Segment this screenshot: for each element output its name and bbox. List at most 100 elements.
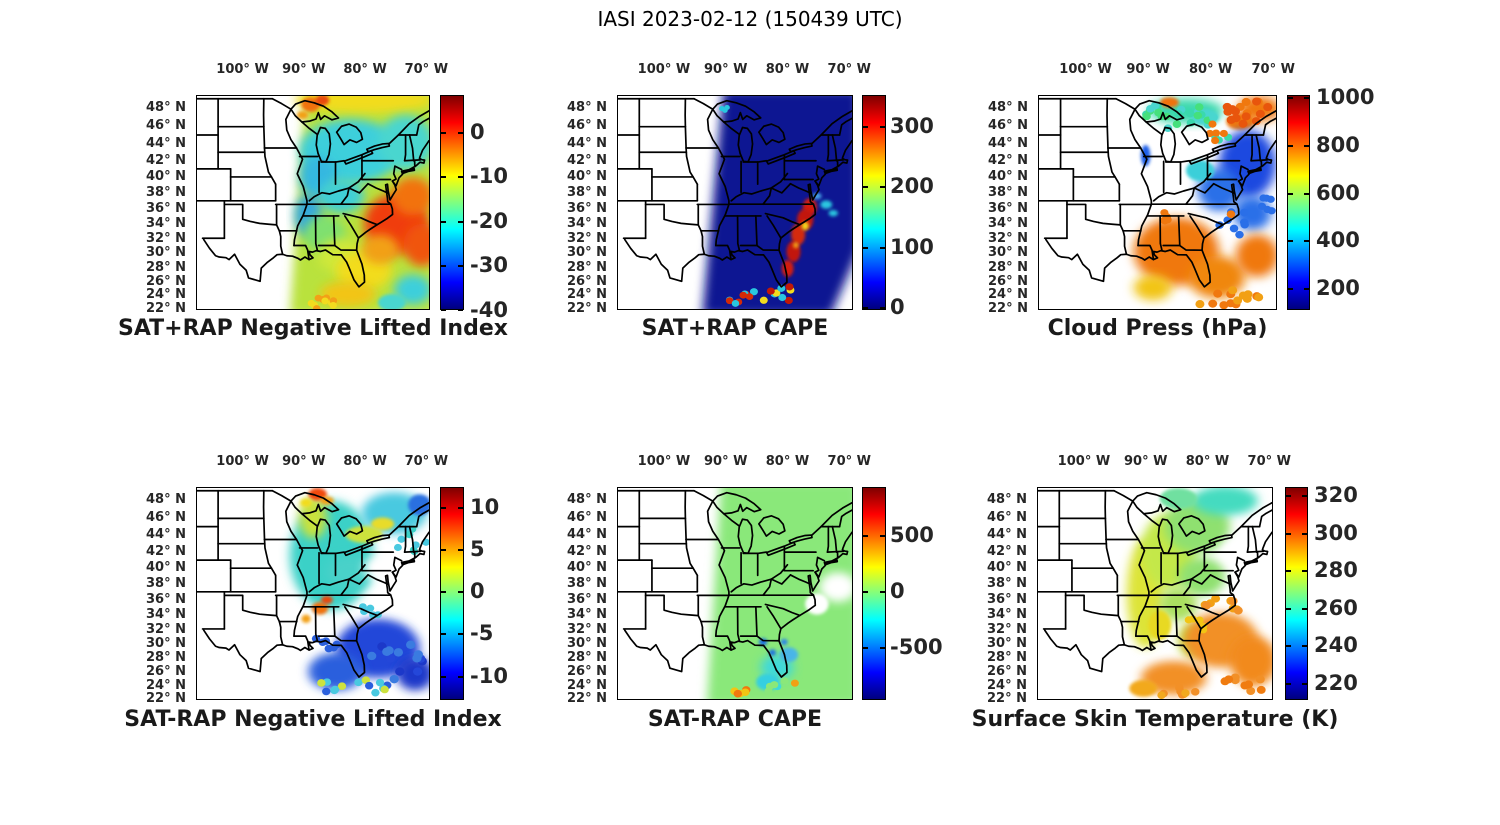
colorbar-tick-mark xyxy=(880,647,885,649)
map-plot-area xyxy=(617,95,853,310)
latitude-tick-label: 22° N xyxy=(567,300,607,316)
longitude-tick-label: 80° W xyxy=(1185,454,1230,469)
latitude-tick-label: 46° N xyxy=(567,118,607,134)
colorbar-tick-label: 0 xyxy=(470,579,485,604)
latitude-tick-label: 48° N xyxy=(567,99,607,115)
colorbar-tick-mark xyxy=(1304,97,1309,100)
basemap xyxy=(197,99,429,287)
longitude-tick-label: 80° W xyxy=(1188,62,1233,77)
map-canvas xyxy=(1039,96,1276,309)
latitude-tick-label: 36° N xyxy=(146,591,186,607)
colorbar-tick-label: 600 xyxy=(1316,180,1360,205)
colorbar-tick-label: 280 xyxy=(1314,558,1358,583)
data-layer xyxy=(702,96,852,309)
basemap xyxy=(618,491,852,677)
colorbar xyxy=(1287,95,1310,310)
colorbar-tick-mark xyxy=(1288,288,1293,291)
latitude-tick-label: 34° N xyxy=(987,606,1027,622)
basemap xyxy=(1038,491,1272,677)
colorbar-tick-mark xyxy=(441,633,446,636)
longitude-tick-label: 100° W xyxy=(216,454,269,469)
colorbar-tick-label: -500 xyxy=(890,635,943,659)
latitude-tick-label: 22° N xyxy=(146,691,186,706)
colorbar-tick-mark xyxy=(441,220,446,223)
colorbar xyxy=(440,95,464,311)
colorbar-tick-label: 220 xyxy=(1314,670,1358,695)
map-canvas xyxy=(618,96,852,309)
latitude-tick-label: 42° N xyxy=(146,544,186,560)
colorbar-tick-mark xyxy=(441,675,446,678)
panel-title: SAT+RAP Negative Lifted Index xyxy=(118,316,508,341)
latitude-tick-label: 44° N xyxy=(567,527,607,543)
colorbar-tick-mark xyxy=(1302,532,1307,535)
longitude-tick-label: 100° W xyxy=(1059,62,1112,77)
colorbar-tick-mark xyxy=(458,675,463,678)
longitude-tick-label: 70° W xyxy=(827,454,872,469)
latitude-tick-label: 48° N xyxy=(146,99,186,115)
colorbar-tick-mark xyxy=(458,633,463,636)
longitude-tick-label: 90° W xyxy=(1123,454,1168,469)
basemap xyxy=(1039,99,1276,287)
colorbar-tick-mark xyxy=(458,265,463,268)
latitude-tick-label: 30° N xyxy=(146,635,186,651)
map-canvas xyxy=(1038,488,1272,699)
longitude-tick-label: 70° W xyxy=(404,454,449,469)
colorbar-tick-mark xyxy=(1286,532,1291,535)
colorbar-tick-label: 260 xyxy=(1314,595,1358,620)
latitude-tick-label: 46° N xyxy=(567,509,607,525)
longitude-tick-label: 100° W xyxy=(216,62,269,77)
colorbar-tick-mark xyxy=(1288,144,1293,147)
longitude-tick-label: 90° W xyxy=(703,62,748,77)
colorbar-tick-label: 0 xyxy=(470,119,485,144)
latitude-tick-label: 34° N xyxy=(988,216,1028,232)
data-layer xyxy=(289,488,429,697)
latitude-tick-label: 40° N xyxy=(567,169,607,185)
latitude-tick-label: 28° N xyxy=(146,650,186,666)
colorbar-tick-mark xyxy=(1286,682,1291,685)
latitude-tick-label: 32° N xyxy=(567,230,607,246)
longitude-tick-label: 80° W xyxy=(765,62,810,77)
latitude-tick-label: 46° N xyxy=(987,509,1027,525)
latitude-tick-label: 32° N xyxy=(987,621,1027,637)
colorbar-tick-label: 240 xyxy=(1314,633,1358,658)
latitude-tick-label: 22° N xyxy=(988,300,1028,316)
colorbar-tick-mark xyxy=(1286,570,1291,573)
colorbar-tick-label: 0 xyxy=(890,578,905,603)
latitude-tick-label: 42° N xyxy=(146,152,186,168)
colorbar-tick-mark xyxy=(880,590,885,593)
colorbar-tick-label: 300 xyxy=(890,113,934,138)
latitude-tick-label: 40° N xyxy=(146,169,186,185)
latitude-tick-label: 28° N xyxy=(567,259,607,275)
colorbar-tick-mark xyxy=(1304,192,1309,195)
latitude-tick-label: 34° N xyxy=(146,216,186,232)
latitude-tick-label: 42° N xyxy=(567,544,607,560)
longitude-tick-label: 100° W xyxy=(637,62,691,77)
map-plot-area xyxy=(617,487,853,700)
latitude-tick-label: 40° N xyxy=(987,560,1027,576)
latitude-tick-label: 42° N xyxy=(988,152,1028,168)
latitude-tick-label: 36° N xyxy=(567,200,607,216)
colorbar-tick-mark xyxy=(880,125,885,128)
latitude-tick-label: 32° N xyxy=(146,230,186,246)
latitude-tick-label: 48° N xyxy=(988,99,1028,115)
colorbar-tick-mark xyxy=(1286,607,1291,610)
colorbar-tick-label: -10 xyxy=(470,164,508,189)
latitude-tick-label: 40° N xyxy=(567,560,607,576)
figure-title: IASI 2023-02-12 (150439 UTC) xyxy=(597,7,903,31)
latitude-tick-label: 36° N xyxy=(987,591,1027,607)
colorbar-tick-mark xyxy=(1302,645,1307,648)
latitude-tick-label: 38° N xyxy=(146,185,186,201)
colorbar xyxy=(862,95,886,310)
latitude-tick-label: 42° N xyxy=(567,152,607,168)
colorbar-tick-label: 320 xyxy=(1314,483,1358,508)
latitude-tick-label: 28° N xyxy=(987,650,1027,666)
colorbar-tick-mark xyxy=(1304,144,1309,147)
colorbar-tick-mark xyxy=(880,534,885,537)
colorbar-tick-mark xyxy=(880,246,885,249)
colorbar-tick-mark xyxy=(863,186,868,189)
latitude-tick-label: 24° N xyxy=(988,287,1028,303)
data-layer xyxy=(290,96,429,309)
colorbar-tick-mark xyxy=(1302,495,1307,498)
